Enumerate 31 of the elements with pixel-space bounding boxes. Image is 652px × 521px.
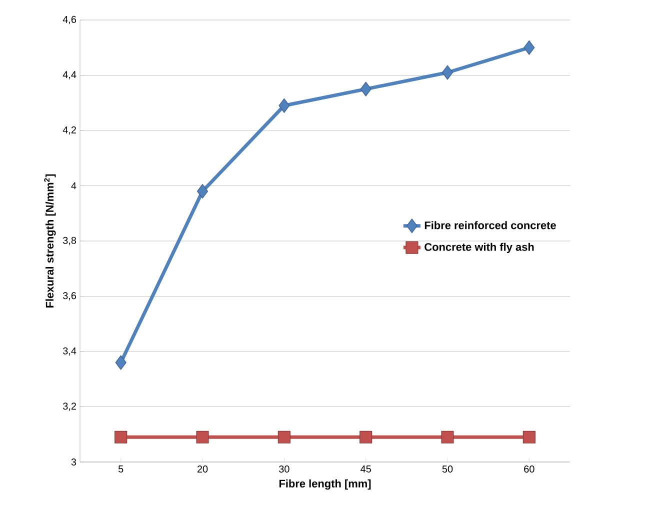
- point: [278, 98, 290, 113]
- x-tick-label: 50: [442, 466, 453, 473]
- point: [441, 430, 454, 444]
- legend-label: Concrete with fly ash: [424, 242, 534, 254]
- point: [442, 65, 454, 80]
- x-axis-title: Fibre length [mm]: [279, 479, 371, 490]
- point: [360, 430, 372, 444]
- y-tick-label: 4: [71, 182, 76, 190]
- y-tick-label: 3,2: [63, 402, 76, 411]
- point: [524, 40, 535, 55]
- x-tick-label: 45: [360, 466, 371, 472]
- point: [196, 184, 208, 199]
- legend-label: Fibre reinforced concrete: [424, 221, 556, 230]
- point: [114, 430, 128, 444]
- point: [196, 430, 209, 444]
- y-tick-label: 4,6: [62, 16, 76, 24]
- point: [278, 430, 290, 444]
- point: [360, 82, 372, 96]
- y-tick-label: 3,4: [63, 347, 76, 356]
- x-tick-label: 30: [279, 466, 290, 473]
- x-tick-label: 5: [118, 466, 124, 472]
- y-tick-label: 3: [71, 458, 76, 466]
- y-tick-label: 4,4: [62, 71, 76, 80]
- point: [115, 355, 126, 370]
- x-tick-label: 20: [197, 466, 208, 473]
- y-tick-label: 3,8: [63, 236, 76, 246]
- y-tick-label: 4,2: [62, 126, 76, 135]
- y-tick-label: 3,6: [63, 292, 76, 300]
- x-tick-label: 60: [524, 466, 534, 473]
- y-axis-title: Flexural strength [N/mm$^{2}$]: [44, 174, 56, 308]
- point: [522, 430, 536, 444]
